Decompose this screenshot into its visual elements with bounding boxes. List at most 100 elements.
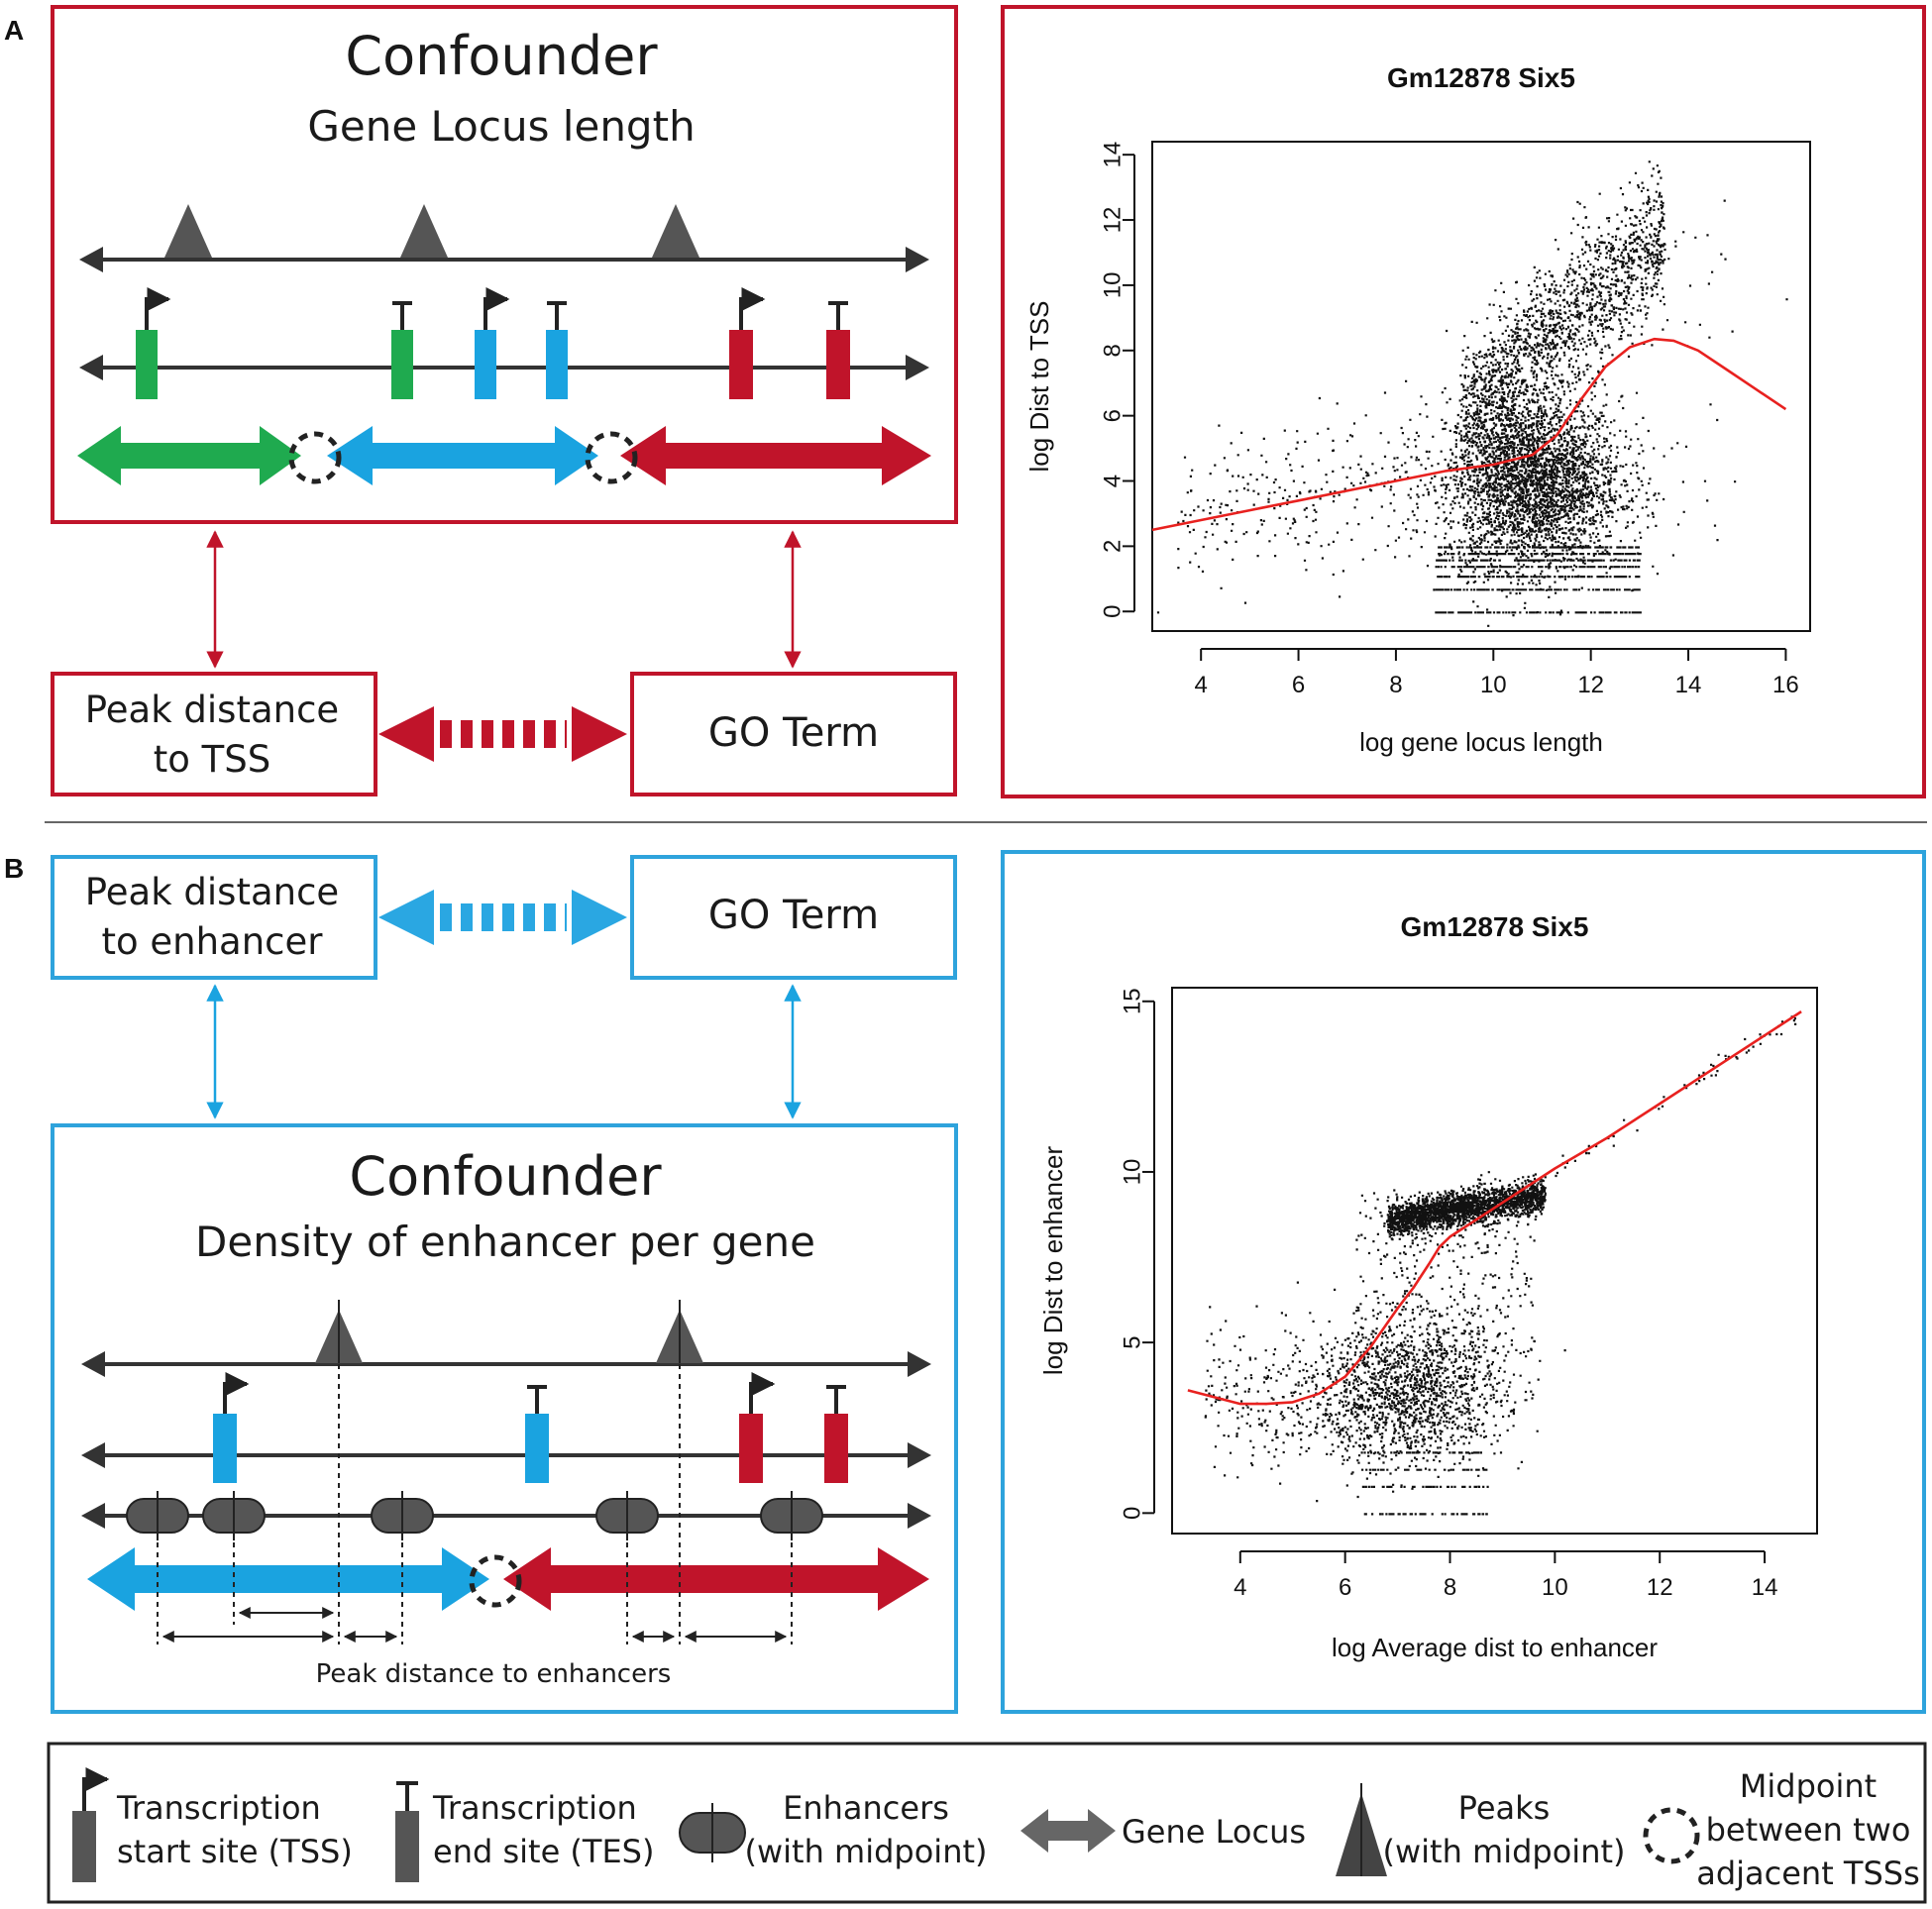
legend-midpoint: Midpoint between two adjacent TSSs <box>1643 1767 1920 1892</box>
x-tick-label: 6 <box>1339 1574 1351 1601</box>
peak-track <box>81 1300 931 1377</box>
fit-line <box>1187 1010 1802 1406</box>
panel-b-confounder-title: Confounder <box>349 1145 662 1208</box>
y-tick-label: 14 <box>1100 142 1127 168</box>
distance-arrows <box>161 1607 788 1643</box>
chart-b-frame <box>1001 850 1926 1714</box>
panel-b-go-term-box: GO Term <box>630 855 957 980</box>
scatter-points <box>1156 160 1788 627</box>
x-tick-label: 12 <box>1647 1574 1673 1601</box>
x-tick-label: 14 <box>1752 1574 1778 1601</box>
peak-icon <box>164 204 212 258</box>
legend-enhancer-line1: Enhancers <box>783 1789 949 1827</box>
y-tick-label: 4 <box>1100 475 1127 487</box>
panel-a-go-term-box: GO Term <box>630 672 957 796</box>
gene-track <box>79 287 929 399</box>
legend-locus-label: Gene Locus <box>1122 1813 1306 1851</box>
x-tick-label: 16 <box>1772 672 1799 698</box>
tes-marker <box>824 1414 848 1483</box>
peak-track <box>79 204 929 272</box>
legend-peaks-line2: (with midpoint) <box>1382 1833 1625 1870</box>
peak-box-line1: Peak distance <box>85 689 339 731</box>
red-locus-arrow <box>503 1547 929 1611</box>
y-tick-label: 12 <box>1100 207 1127 234</box>
panel-a-label: A <box>4 15 24 46</box>
tes-marker <box>525 1414 549 1483</box>
distance-caption: Peak distance to enhancers <box>316 1659 672 1689</box>
legend-peaks: Peaks (with midpoint) <box>1336 1783 1626 1876</box>
guide-lines <box>157 1364 793 1644</box>
x-tick-label: 6 <box>1292 672 1305 698</box>
go-term-label: GO Term <box>708 893 879 938</box>
x-tick-label: 10 <box>1542 1574 1568 1601</box>
panel-a-peak-distance-box: Peak distance to TSS <box>51 672 377 796</box>
red-locus-arrow <box>620 426 931 485</box>
chart-a-frame <box>1001 5 1926 798</box>
legend-midpoint-line2: between two <box>1706 1811 1911 1849</box>
tss-marker <box>213 1414 237 1483</box>
midpoint-circle <box>288 431 342 484</box>
legend: Transcription start site (TSS) Transcrip… <box>47 1742 1927 1904</box>
y-tick-label: 10 <box>1120 1159 1146 1186</box>
y-axis-label: log Dist to enhancer <box>1038 1146 1068 1376</box>
tss-marker <box>729 330 753 399</box>
x-axis-label: log gene locus length <box>1359 727 1603 757</box>
tes-marker <box>546 330 568 399</box>
tes-marker <box>826 330 850 399</box>
tss-marker <box>739 1414 763 1483</box>
plot-area <box>1151 141 1811 632</box>
legend-enhancer-line2: (with midpoint) <box>744 1833 987 1870</box>
legend-midpoint-line3: adjacent TSSs <box>1696 1855 1920 1892</box>
y-axis-label: log Dist to TSS <box>1024 301 1054 473</box>
chart-a: Gm12878 Six5 4 6 8 10 12 14 16 0 2 4 6 8 10 12 14 log ge… <box>1024 62 1811 757</box>
y-tick-label: 10 <box>1100 272 1127 299</box>
peak-icon <box>652 204 699 258</box>
locus-track <box>77 426 931 485</box>
legend-locus: Gene Locus <box>1020 1809 1306 1853</box>
chart-title: Gm12878 Six5 <box>1387 62 1575 93</box>
y-tick-label: 0 <box>1120 1507 1146 1520</box>
x-tick-label: 12 <box>1577 672 1604 698</box>
enhancer-track <box>81 1491 931 1540</box>
plot-area <box>1171 987 1818 1535</box>
locus-icon <box>1020 1809 1116 1853</box>
legend-tes-line1: Transcription <box>432 1789 637 1827</box>
peak-box-line2: to enhancer <box>101 920 323 963</box>
tes-marker <box>391 330 413 399</box>
midpoint-icon <box>1643 1807 1700 1864</box>
tes-icon <box>395 1811 419 1882</box>
legend-tss-line2: start site (TSS) <box>117 1833 353 1870</box>
x-axis-label: log Average dist to enhancer <box>1332 1633 1658 1662</box>
legend-enhancer: Enhancers (with midpoint) <box>679 1789 988 1870</box>
x-tick-label: 8 <box>1444 1574 1456 1601</box>
tss-marker <box>475 330 496 399</box>
panel-a-confounder-box: Confounder Gene Locus length <box>51 5 958 524</box>
legend-midpoint-line1: Midpoint <box>1740 1767 1877 1805</box>
legend-tes: Transcription end site (TES) <box>395 1781 654 1882</box>
x-tick-label: 14 <box>1675 672 1702 698</box>
x-tick-label: 8 <box>1389 672 1402 698</box>
panel-a-confounder-title: Confounder <box>345 25 658 87</box>
go-term-label: GO Term <box>708 710 879 756</box>
panel-b-dashed-link <box>378 890 627 945</box>
tss-marker <box>136 330 158 399</box>
y-tick-label: 2 <box>1100 540 1127 553</box>
legend-peaks-line1: Peaks <box>1458 1789 1551 1827</box>
chart-b: Gm12878 Six5 4 6 8 10 12 14 0 5 10 15 log Average d… <box>1038 911 1818 1662</box>
y-tick-label: 5 <box>1120 1335 1146 1348</box>
panel-a-confounder-subtitle: Gene Locus length <box>307 102 695 151</box>
y-tick-label: 8 <box>1100 344 1127 357</box>
panel-b-confounder-box: Confounder Density of enhancer per gene <box>51 1123 958 1714</box>
legend-tss-line1: Transcription <box>116 1789 321 1827</box>
panel-b-confounder-subtitle: Density of enhancer per gene <box>195 1218 815 1266</box>
blue-locus-arrow <box>327 426 598 485</box>
legend-tes-line2: end site (TES) <box>433 1833 654 1870</box>
green-locus-arrow <box>77 426 301 485</box>
gene-track <box>81 1372 931 1483</box>
midpoint-circle <box>469 1554 522 1608</box>
tss-icon <box>72 1811 96 1882</box>
x-tick-label: 4 <box>1234 1574 1246 1601</box>
legend-tss: Transcription start site (TSS) <box>72 1767 353 1882</box>
y-tick-label: 6 <box>1100 409 1127 422</box>
